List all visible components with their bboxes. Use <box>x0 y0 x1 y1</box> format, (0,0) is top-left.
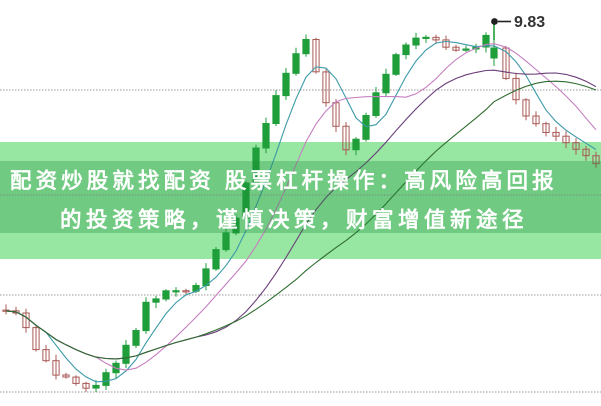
svg-text:的投资策略，谨慎决策，财富增值新途径: 的投资策略，谨慎决策，财富增值新途径 <box>60 207 528 232</box>
svg-text:配资炒股就找配资 股票杠杆操作：高风险高回报: 配资炒股就找配资 股票杠杆操作：高风险高回报 <box>10 168 558 193</box>
svg-text:9.83: 9.83 <box>514 14 545 31</box>
